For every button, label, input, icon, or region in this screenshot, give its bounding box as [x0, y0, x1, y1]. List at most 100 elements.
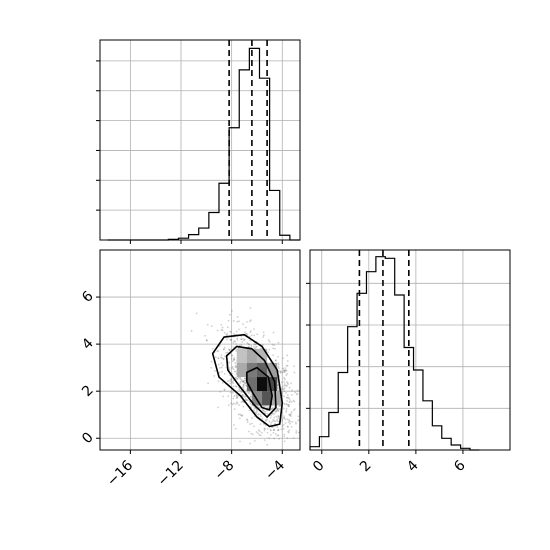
scatter-point [253, 346, 255, 348]
scatter-point [248, 392, 251, 395]
scatter-point [263, 439, 266, 442]
scatter-point [272, 354, 275, 357]
scatter-point [264, 404, 267, 407]
scatter-point [239, 440, 241, 443]
scatter-point [255, 411, 257, 414]
scatter-point [283, 440, 286, 443]
x-tick-label: −16 [104, 457, 136, 489]
scatter-point [234, 362, 237, 364]
scatter-point [270, 408, 273, 411]
scatter-point [241, 415, 244, 417]
scatter-point [291, 389, 293, 392]
y-tick-label: 6 [79, 288, 97, 306]
scatter-point [232, 341, 235, 344]
scatter-point [290, 411, 293, 414]
scatter-point [261, 408, 264, 411]
scatter-point [253, 334, 256, 337]
scatter-point [245, 382, 247, 385]
scatter-point [228, 367, 231, 369]
scatter-point [276, 409, 278, 412]
scatter-point [271, 420, 274, 423]
scatter-point [279, 370, 282, 373]
scatter-point [271, 407, 274, 409]
scatter-point [288, 414, 291, 417]
scatter-point [242, 394, 245, 397]
scatter-point [280, 381, 283, 384]
scatter-point [235, 350, 237, 352]
scatter-point [245, 399, 248, 402]
scatter-point [253, 425, 255, 428]
scatter-point [284, 369, 286, 372]
density-block [236, 348, 247, 363]
scatter-point [269, 428, 272, 431]
scatter-point [286, 425, 289, 428]
scatter-point [244, 326, 247, 329]
scatter-point [220, 362, 223, 365]
scatter-point [286, 394, 289, 397]
scatter-point [292, 409, 295, 412]
scatter-point [227, 319, 230, 322]
scatter-point [278, 367, 280, 370]
scatter-point [236, 402, 239, 405]
scatter-point [206, 339, 208, 342]
scatter-point [231, 381, 234, 383]
scatter-point [274, 433, 277, 435]
scatter-point [286, 400, 288, 402]
scatter-point [294, 421, 297, 424]
scatter-point [262, 409, 265, 412]
scatter-point [242, 405, 245, 408]
scatter-point [237, 413, 240, 416]
scatter-point [274, 347, 276, 350]
scatter-point [245, 332, 248, 335]
scatter-point [229, 378, 232, 381]
scatter-point [230, 379, 233, 381]
scatter-point [227, 404, 230, 407]
scatter-point [236, 337, 239, 340]
scatter-point [266, 431, 269, 434]
density-block [256, 362, 268, 378]
scatter-point [255, 412, 258, 415]
scatter-point [264, 419, 267, 422]
scatter-point [264, 412, 267, 415]
scatter-point [238, 344, 241, 347]
density-block [246, 377, 257, 392]
scatter-point [286, 403, 289, 406]
scatter-point [266, 427, 269, 430]
scatter-point [232, 358, 235, 361]
scatter-point [241, 380, 244, 383]
scatter-point [223, 331, 226, 334]
scatter-point [245, 332, 248, 335]
scatter-point [240, 378, 242, 381]
scatter-point [280, 371, 283, 374]
scatter-point [243, 395, 246, 398]
scatter-point [276, 408, 279, 411]
scatter-point [273, 412, 276, 415]
scatter-point [223, 346, 226, 349]
scatter-point [287, 421, 290, 424]
scatter-point [251, 417, 254, 419]
scatter-point [283, 417, 285, 419]
scatter-point [246, 399, 249, 402]
scatter-point [287, 431, 290, 434]
scatter-point [273, 419, 276, 422]
scatter-point [240, 414, 243, 417]
scatter-point [278, 437, 280, 440]
scatter-point [272, 429, 275, 432]
scatter-point [287, 405, 290, 407]
scatter-point [288, 403, 290, 406]
scatter-point [281, 420, 283, 422]
scatter-point [244, 382, 247, 384]
scatter-point [238, 389, 241, 391]
scatter-point [235, 401, 238, 403]
scatter-point [236, 377, 238, 380]
scatter-point [253, 409, 256, 411]
scatter-point [253, 407, 256, 409]
scatter-point [221, 370, 224, 373]
scatter-point [269, 434, 272, 436]
scatter-point [232, 368, 235, 371]
scatter-point [231, 310, 233, 312]
scatter-point [268, 340, 271, 343]
scatter-point [270, 414, 273, 417]
scatter-point [246, 421, 249, 424]
x-tick-label: −4 [262, 457, 288, 483]
